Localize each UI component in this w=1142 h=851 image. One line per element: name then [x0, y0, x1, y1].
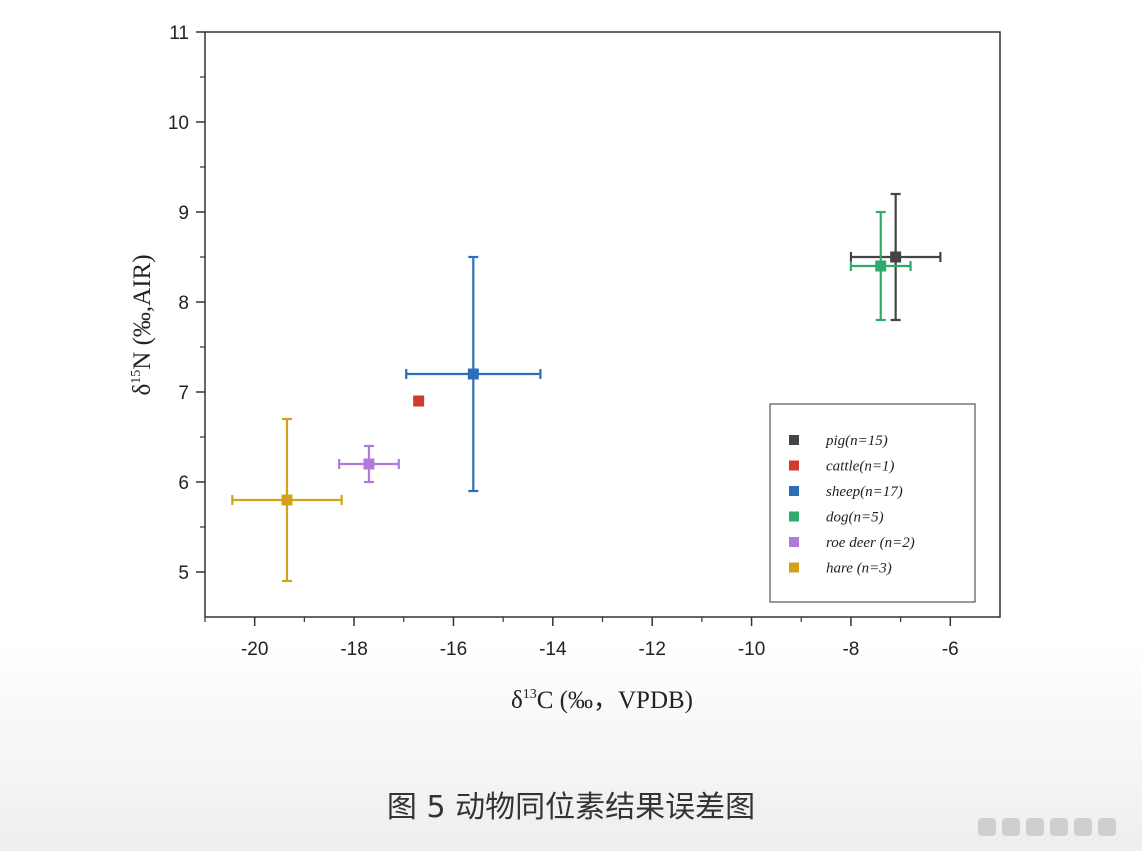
y-axis-title: δ15N (‰,AIR): [129, 254, 156, 395]
data-marks: [231, 192, 942, 583]
legend-label: sheep(n=17): [826, 484, 903, 500]
x-tick-label: -20: [241, 639, 268, 660]
data-point: [363, 458, 375, 470]
legend-marker: [789, 486, 799, 496]
y-tick-label: 6: [178, 473, 189, 494]
figure-caption: 图 5 动物同位素结果误差图: [386, 790, 756, 825]
legend-box: [769, 403, 976, 603]
x-tick-label: -12: [638, 639, 665, 660]
x-tick-label: -14: [539, 639, 567, 660]
y-tick-label: 10: [168, 113, 189, 134]
y-tick-label: 7: [178, 383, 189, 404]
legend-label: hare (n=3): [826, 561, 892, 577]
data-point: [413, 395, 425, 407]
scatter-chart: -20 -18 -16 -14 -12 -10 -8 -6 5 6 7 8 9 10 11 δ13C (‰…: [129, 23, 1001, 714]
data-point: [281, 494, 293, 506]
x-tick-label: -16: [440, 639, 467, 660]
x-axis-ticks: -20 -18 -16 -14 -12 -10 -8 -6: [204, 617, 959, 660]
y-tick-label: 5: [178, 563, 189, 584]
legend-marker: [789, 562, 799, 573]
y-tick-label: 9: [178, 203, 189, 224]
legend-marker: [789, 435, 799, 445]
x-axis-title: δ13C (‰，VPDB): [511, 687, 693, 714]
x-tick-label: -6: [942, 639, 959, 660]
data-point: [875, 260, 887, 272]
x-tick-label: -10: [738, 639, 765, 660]
legend-label: dog(n=5): [826, 510, 884, 526]
x-tick-label: -8: [842, 639, 859, 660]
legend-marker: [789, 537, 799, 547]
legend-label: pig(n=15): [825, 433, 888, 449]
legend-label: cattle(n=1): [826, 459, 894, 475]
legend-label: roe deer (n=2): [826, 535, 915, 551]
watermark-logo: [978, 816, 1128, 838]
y-axis-ticks: 5 6 7 8 9 10 11: [168, 23, 205, 584]
data-point: [467, 368, 479, 380]
legend-marker: [789, 511, 799, 522]
data-point: [890, 251, 902, 263]
legend-marker: [789, 460, 799, 471]
x-tick-label: -18: [340, 639, 367, 660]
y-tick-label: 11: [169, 23, 189, 44]
legend: pig(n=15) cattle(n=1) sheep(n=17) dog(n=5) r…: [769, 403, 976, 603]
y-tick-label: 8: [178, 293, 189, 314]
